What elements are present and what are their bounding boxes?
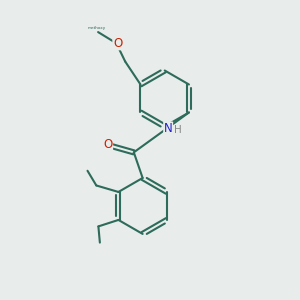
Text: N: N [164, 122, 172, 135]
Text: O: O [103, 139, 112, 152]
Text: H: H [174, 125, 182, 135]
Text: methoxy: methoxy [88, 26, 106, 30]
Text: O: O [113, 37, 122, 50]
